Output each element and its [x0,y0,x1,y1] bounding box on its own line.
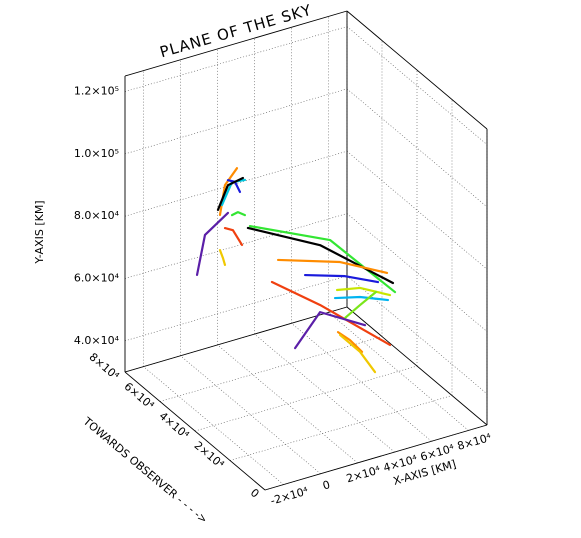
track [216,176,245,212]
track [293,311,367,350]
y-tick-label: 1.2×10⁵ [74,85,119,98]
grid-line [328,312,469,431]
track [276,258,389,274]
track [195,211,230,277]
axis-edge [124,10,348,77]
y-tick-label: 1.0×10⁵ [74,147,119,160]
y-tick-label: 6.0×10⁴ [74,272,120,285]
grid-line [124,26,348,92]
axis-edge [346,306,488,426]
y-tick-label: 4.0×10⁴ [74,334,120,347]
axis-edge [124,371,266,491]
grid-line [346,150,488,270]
y-tick-label: 8.0×10⁴ [74,209,120,222]
axis-edge [264,424,488,491]
grid-line [346,26,488,145]
grid-line [194,365,418,432]
track [333,295,390,302]
grid-line [346,88,488,208]
track [223,227,244,247]
track [270,280,392,347]
grid-line [124,213,348,279]
grid-line [124,88,348,155]
grid-line [346,213,488,332]
track [218,249,227,266]
grid-line [143,366,284,485]
grid-line [159,336,383,402]
grid-line [124,150,348,217]
grid-line [180,355,321,474]
track [246,226,395,285]
grid-line [291,323,432,442]
grid-line [229,395,453,461]
track [343,290,378,319]
track [248,224,397,294]
x-tick-label: 0 [321,478,331,492]
y-axis-title: Y-AXIS [KM] [33,200,46,264]
track [338,333,377,374]
grid-line [217,344,358,464]
track [335,286,392,297]
axis-edge [124,306,348,373]
axis-edge [346,10,488,130]
track [303,273,380,284]
grid-line [254,333,395,453]
track [230,211,247,217]
track [336,331,364,353]
grid-line [124,275,348,342]
